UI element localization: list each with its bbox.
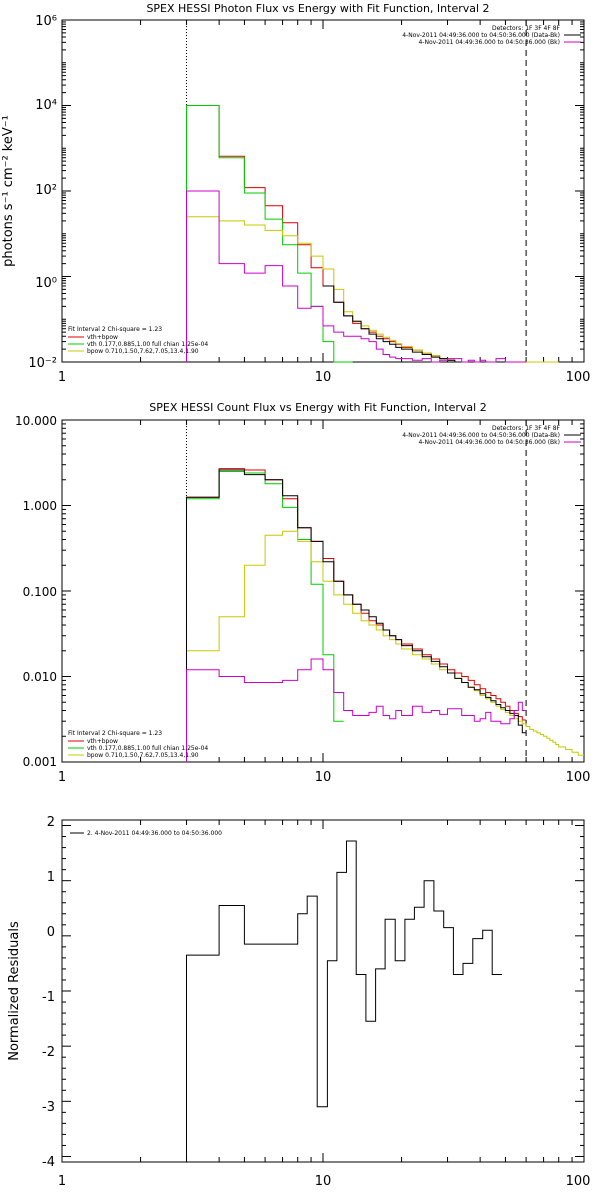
photon-panel-title: SPEX HESSI Photon Flux vs Energy with Fi…	[146, 2, 489, 15]
residuals-ytick-label: 0	[47, 925, 55, 940]
photon-y-axis-label: photons s⁻¹ cm⁻² keV⁻¹	[1, 115, 16, 267]
residuals-legend-label: 2. 4-Nov-2011 04:49:36.000 to 04:50:36.0…	[87, 830, 222, 837]
count-xtick-label: 100	[566, 770, 591, 785]
count-fit-legend-label: vth 0.177,0.885,1.00 full chian 1.25e-04	[87, 745, 208, 752]
series-vth-bpow	[186, 105, 527, 363]
photon-xtick-label: 100	[566, 370, 591, 385]
residuals-panel: -4 -3 -2 -1 0 1 2 1 10 100 Normalized Re…	[7, 815, 590, 1189]
series-vth	[186, 471, 344, 762]
count-xtick-label: 10	[315, 770, 332, 785]
residuals-xtick-label: 1	[58, 1174, 66, 1189]
photon-legend-top-right: Detectors: 1F 3F 4F 8F 4-Nov-2011 04:49:…	[402, 25, 581, 46]
photon-legend-bottom-left: Fit Interval 2 Chi-square = 1.23 vth+bpo…	[68, 326, 208, 355]
count-ytick-label: 0.100	[23, 585, 57, 599]
count-series-group	[186, 420, 584, 762]
count-xtick-label: 1	[58, 770, 66, 785]
count-legend-top-right: Detectors: 1F 3F 4F 8F 4-Nov-2011 04:49:…	[402, 425, 581, 446]
residuals-xtick-label: 100	[566, 1174, 591, 1189]
count-fit-legend-label: vth+bpow	[87, 738, 118, 745]
series-bpow	[186, 216, 559, 363]
photon-fit-legend-label: bpow 0.710,1.50,7.62,7.05,13.4,1.90	[87, 348, 199, 355]
series-bk	[186, 658, 527, 762]
count-fit-legend-label: bpow 0.710,1.50,7.62,7.05,13.4,1.90	[87, 752, 199, 759]
residuals-ytick-label: 2	[47, 815, 55, 830]
count-ytick-label: 10.000	[15, 414, 57, 428]
count-ytick-label: 0.001	[23, 755, 57, 769]
series-data-bk	[323, 285, 527, 363]
count-ytick-label: 0.010	[23, 670, 57, 684]
residuals-xtick-label: 10	[315, 1174, 332, 1189]
photon-legend-entry-label: 4-Nov-2011 04:49:36.000 to 04:50:36.000 …	[418, 39, 560, 46]
photon-ytick-label: 10⁶	[35, 14, 57, 29]
residuals-ytick-label: -4	[42, 1155, 55, 1170]
photon-xtick-label: 1	[58, 370, 66, 385]
photon-ytick-label: 10⁰	[35, 276, 57, 291]
residuals-plot-frame	[61, 819, 585, 1163]
count-legend-bottom-left: Fit Interval 2 Chi-square = 1.23 vth+bpo…	[68, 730, 208, 759]
photon-fit-legend-label: vth 0.177,0.885,1.00 full chian 1.25e-04	[87, 341, 208, 348]
residuals-ytick-label: -1	[42, 990, 55, 1005]
count-ytick-label: 1.000	[23, 499, 57, 513]
photon-axis-ticks	[61, 19, 584, 363]
count-panel-title: SPEX HESSI Count Flux vs Energy with Fit…	[149, 401, 486, 414]
count-fit-legend-header: Fit Interval 2 Chi-square = 1.23	[68, 730, 162, 737]
residuals-ytick-label: 1	[47, 870, 55, 885]
photon-legend-detectors: Detectors: 1F 3F 4F 8F	[492, 25, 561, 32]
residuals-axis-ticks	[61, 820, 584, 1162]
photon-ytick-label: 10⁻²	[28, 356, 57, 371]
residuals-series-group	[186, 840, 502, 1162]
series-vth-bpow	[186, 468, 527, 762]
residuals-legend: 2. 4-Nov-2011 04:49:36.000 to 04:50:36.0…	[70, 830, 222, 837]
photon-fit-legend-header: Fit Interval 2 Chi-square = 1.23	[68, 326, 162, 333]
photon-flux-panel: SPEX HESSI Photon Flux vs Energy with Fi…	[1, 2, 590, 385]
photon-legend-entry-label: 4-Nov-2011 04:49:36.000 to 04:50:36.000 …	[402, 32, 560, 39]
count-legend-entry-label: 4-Nov-2011 04:49:36.000 to 04:50:36.000 …	[402, 432, 560, 439]
count-legend-detectors: Detectors: 1F 3F 4F 8F	[492, 425, 561, 432]
photon-xtick-label: 10	[315, 370, 332, 385]
series-bk	[186, 190, 527, 363]
series-bpow	[186, 530, 584, 762]
photon-ytick-label: 10⁴	[35, 98, 57, 113]
photon-ytick-label: 10²	[35, 183, 57, 198]
series-vth	[186, 105, 353, 363]
residuals-ytick-label: -2	[42, 1045, 55, 1060]
series-data-bk	[186, 469, 527, 762]
count-flux-panel: SPEX HESSI Count Flux vs Energy with Fit…	[15, 401, 590, 785]
residuals-ytick-label: -3	[42, 1100, 55, 1115]
residuals-y-axis-label: Normalized Residuals	[7, 921, 22, 1061]
series-residuals	[186, 840, 502, 1162]
photon-fit-legend-label: vth+bpow	[87, 334, 118, 341]
photon-series-group	[186, 20, 559, 363]
count-legend-entry-label: 4-Nov-2011 04:49:36.000 to 04:50:36.000 …	[418, 439, 560, 446]
